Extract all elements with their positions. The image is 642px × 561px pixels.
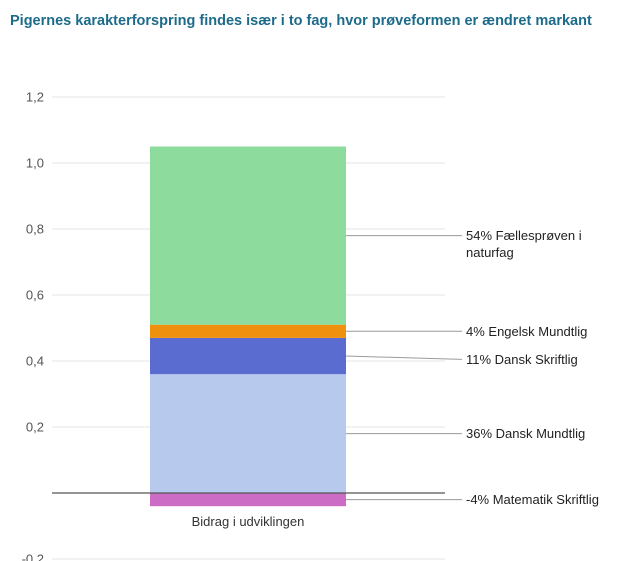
series-label: -4% Matematik Skriftlig	[466, 492, 599, 507]
series-label: 54% Fællesprøven i naturfag	[466, 228, 582, 260]
y-tick-label: 0,2	[26, 420, 44, 435]
y-tick-label: 1,0	[26, 156, 44, 171]
bar-segment	[150, 146, 346, 325]
bar-segment	[150, 324, 346, 338]
y-tick-label: 0,4	[26, 354, 44, 369]
bar-segment	[150, 337, 346, 375]
y-tick-label: -0,2	[22, 552, 44, 561]
chart-title: Pigernes karakterforspring findes især i…	[10, 13, 592, 29]
y-tick-label: 1,2	[26, 90, 44, 105]
leader-line	[345, 355, 463, 360]
y-tick-label: 0,6	[26, 288, 44, 303]
series-label: 4% Engelsk Mundtlig	[466, 324, 587, 339]
bar-segment	[150, 493, 346, 507]
series-label: 11% Dansk Skriftlig	[466, 352, 578, 367]
x-category-label: Bidrag i udviklingen	[192, 514, 305, 529]
y-tick-label: 0,8	[26, 222, 44, 237]
series-label: 36% Dansk Mundtlig	[466, 426, 585, 441]
bar-segment	[150, 374, 346, 493]
